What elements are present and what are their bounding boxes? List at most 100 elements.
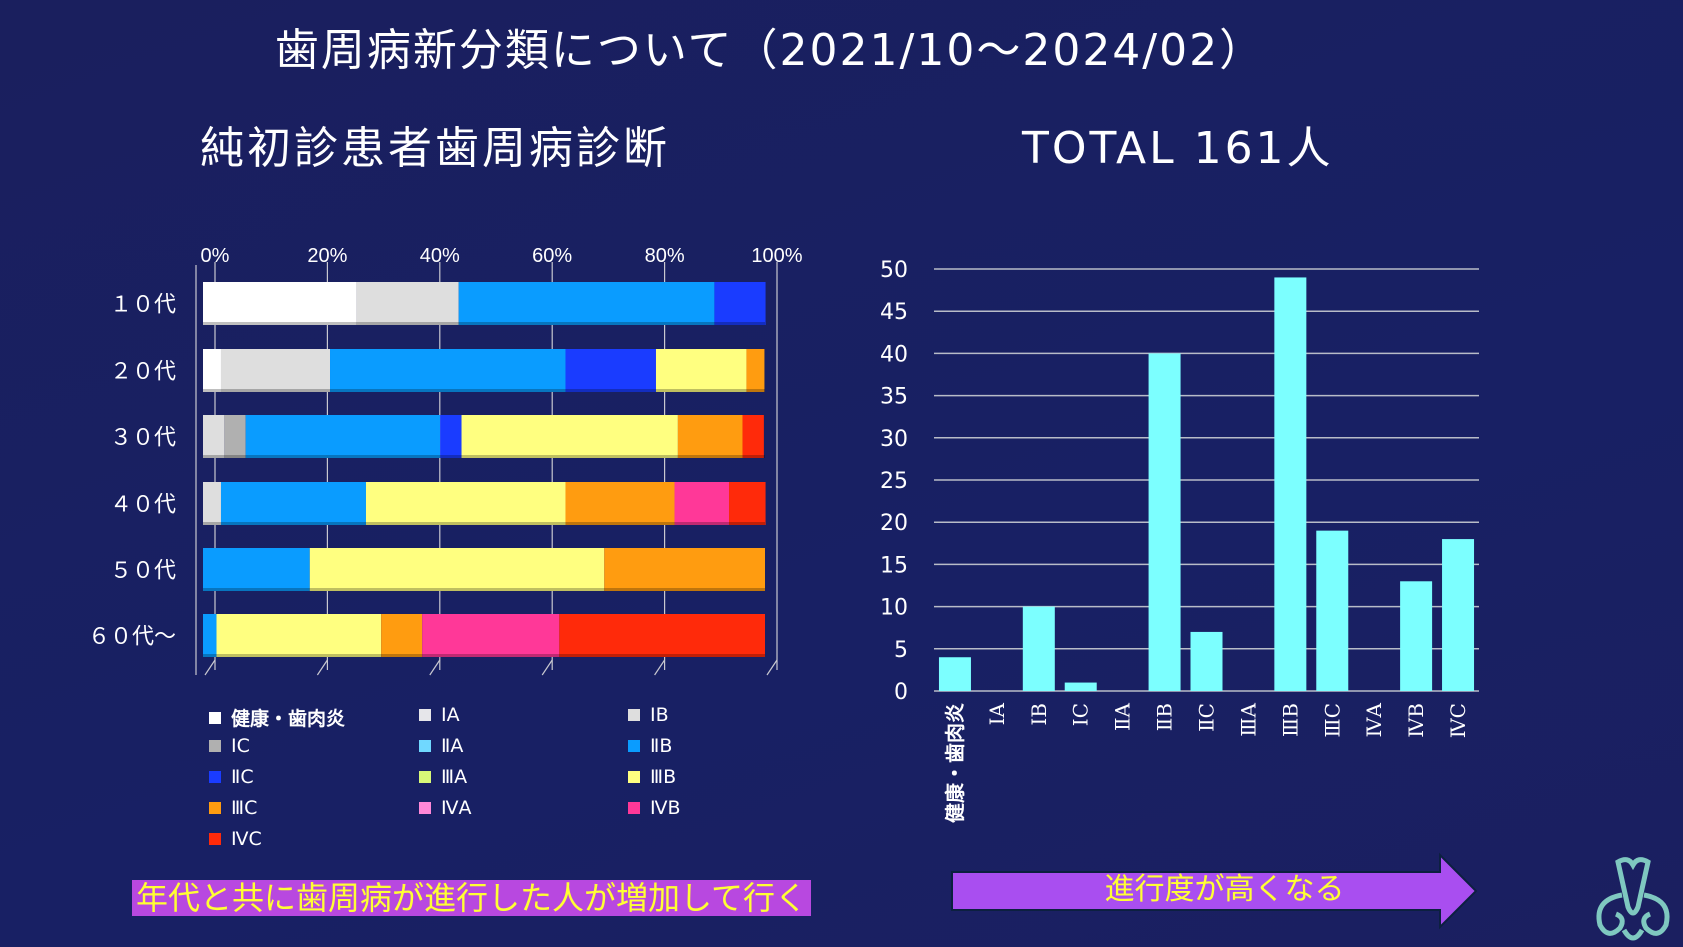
- legend-swatch: [628, 709, 640, 721]
- legend-label: ⅣA: [441, 797, 472, 819]
- bar-shadow: [203, 522, 765, 525]
- legend-label: ⅢA: [441, 766, 468, 788]
- bar-segment: [422, 614, 560, 657]
- bar-segment: [216, 614, 382, 657]
- count-bar: [1190, 631, 1223, 691]
- legend-swatch: [209, 833, 221, 845]
- x-category-label: ⅢB: [1278, 703, 1302, 737]
- count-bar: [1022, 606, 1055, 691]
- slide-title: 歯周病新分類について（2021/10〜2024/02）: [274, 25, 1266, 76]
- bar-segment: [245, 415, 441, 458]
- y-tick-label: 15: [880, 553, 908, 578]
- legend-label: ⅢC: [231, 797, 258, 819]
- bar-segment: [565, 482, 675, 525]
- y-tick-label: 0: [894, 680, 908, 705]
- legend-swatch: [419, 771, 431, 783]
- x-category-label: ⅣA: [1362, 702, 1386, 737]
- bar-segment: [356, 282, 459, 325]
- bar-shadow: [203, 322, 765, 325]
- row-label: １０代: [110, 293, 176, 318]
- legend-swatch: [419, 709, 431, 721]
- row-label: ３０代: [110, 426, 176, 451]
- legend-label: ⅣB: [650, 797, 681, 819]
- x-category-label: ⅡB: [1153, 703, 1177, 731]
- x-gridline-foot: [654, 659, 666, 676]
- legend-label: ⅢB: [650, 766, 677, 788]
- legend-label: ⅣC: [231, 828, 262, 850]
- bar-segment: [458, 282, 715, 325]
- bar-shadow: [203, 588, 765, 591]
- bar-segment: [203, 282, 357, 325]
- bar-segment: [729, 482, 766, 525]
- x-category-label: ⅡA: [1111, 702, 1135, 731]
- legend-item: ⅣA: [419, 797, 472, 819]
- bar-segment: [203, 349, 221, 392]
- legend-item: ⅡA: [419, 735, 463, 757]
- count-bar: [1274, 277, 1307, 691]
- bar-shadow: [203, 455, 765, 458]
- legend-item: ⅢB: [628, 766, 676, 788]
- left-chart-heading: 純初診患者歯周病診断: [200, 123, 670, 174]
- row-label: ６０代〜: [88, 625, 176, 650]
- row-label: ４０代: [110, 493, 176, 518]
- bar-segment: [330, 349, 566, 392]
- bar-segment: [203, 548, 310, 591]
- bar-segment: [220, 349, 331, 392]
- count-bar: [1316, 530, 1349, 691]
- legend-item: ⅠC: [209, 735, 250, 757]
- bar-segment: [461, 415, 678, 458]
- legend-item: ⅡC: [209, 766, 254, 788]
- x-gridline-foot: [316, 659, 328, 676]
- x-category-label: ⅢC: [1320, 703, 1344, 738]
- bar-segment: [440, 415, 462, 458]
- count-bar: [1064, 682, 1097, 691]
- legend-item: 健康・歯肉炎: [209, 704, 345, 731]
- count-bar: [1148, 353, 1181, 691]
- y-tick-label: 40: [880, 342, 908, 367]
- y-tick-label: 50: [880, 258, 908, 283]
- legend-swatch: [209, 802, 221, 814]
- y-tick-label: 25: [880, 469, 908, 494]
- bar-segment: [381, 614, 423, 657]
- legend-item: ⅢA: [419, 766, 467, 788]
- legend-swatch: [209, 740, 221, 752]
- bar-segment: [203, 614, 217, 657]
- x-gridline-foot: [766, 659, 778, 676]
- legend-label: ⅠB: [650, 704, 669, 726]
- legend-item: ⅡB: [628, 735, 672, 757]
- legend-swatch: [628, 740, 640, 752]
- legend-swatch: [419, 802, 431, 814]
- x-category-label: ⅠC: [1069, 703, 1093, 726]
- y-tick-label: 35: [880, 385, 908, 410]
- x-tick-label: 20%: [307, 245, 347, 267]
- count-bar: [1442, 539, 1475, 691]
- bar-shadow: [203, 654, 765, 657]
- bar-segment: [365, 482, 566, 525]
- x-category-label: ⅣC: [1446, 703, 1470, 738]
- legend-label: ⅠA: [441, 704, 460, 726]
- legend-swatch: [628, 802, 640, 814]
- legend-item: ⅣB: [628, 797, 681, 819]
- x-category-label: 健康・歯肉炎: [943, 703, 967, 823]
- legend-label: ⅠC: [231, 735, 250, 757]
- x-tick-label: 100%: [751, 245, 802, 267]
- bar-segment: [203, 415, 225, 458]
- x-category-label: ⅣB: [1404, 703, 1428, 738]
- row-label: ５０代: [110, 559, 176, 584]
- legend-swatch: [419, 740, 431, 752]
- y-tick-label: 20: [880, 511, 908, 536]
- x-gridline-foot: [429, 659, 441, 676]
- bar-segment: [604, 548, 765, 591]
- legend-swatch: [628, 771, 640, 783]
- row-label: ２０代: [110, 360, 176, 385]
- legend-label: ⅡB: [650, 735, 673, 757]
- x-category-label: ⅠA: [985, 702, 1009, 725]
- x-category-label: ⅠB: [1027, 703, 1051, 726]
- legend-item: ⅢC: [209, 797, 257, 819]
- x-tick-label: 0%: [201, 245, 230, 267]
- legend-item: ⅠB: [628, 704, 669, 726]
- y-tick-label: 30: [880, 427, 908, 452]
- legend-label: ⅡA: [441, 735, 464, 757]
